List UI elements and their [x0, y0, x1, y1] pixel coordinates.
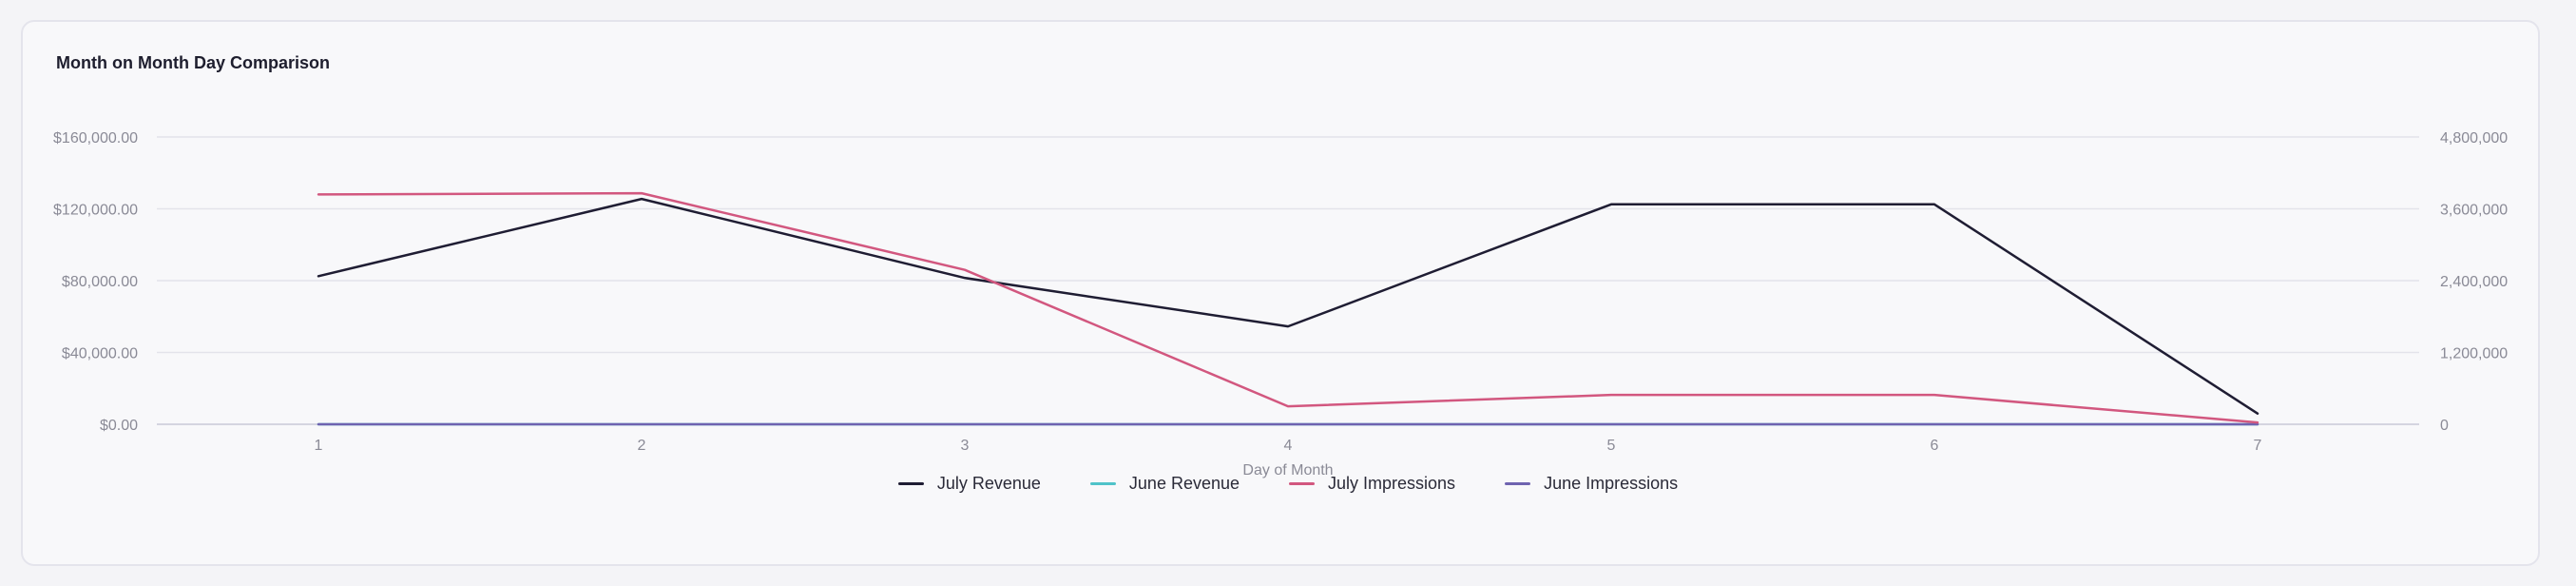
series-line-july-impressions[interactable] [317, 191, 2259, 424]
x-tick-label: 6 [1931, 438, 1939, 454]
right-tick-label: 3,600,000 [2440, 203, 2508, 219]
left-axis-ticks: $0.00 $40,000.00 $80,000.00 $120,000.00 $160… [53, 130, 138, 434]
legend-item-june-revenue[interactable]: June Revenue [1089, 474, 1240, 494]
legend-item-july-impressions[interactable]: July Impressions [1289, 474, 1455, 494]
x-tick-label: 5 [1607, 438, 1616, 454]
chart-title: Month on Month Day Comparison [56, 53, 330, 72]
series-lines [317, 191, 2259, 426]
legend-label: June Impressions [1544, 474, 1679, 493]
legend-label: July Revenue [936, 474, 1041, 493]
left-tick-label: $40,000.00 [62, 346, 138, 362]
x-tick-label: 2 [638, 438, 646, 454]
left-tick-label: $0.00 [100, 418, 138, 434]
right-tick-label: 2,400,000 [2440, 274, 2508, 290]
right-tick-label: 1,200,000 [2440, 346, 2508, 362]
right-tick-label: 0 [2440, 418, 2449, 434]
legend-item-july-revenue[interactable]: July Revenue [897, 474, 1041, 494]
legend-swatch [1505, 482, 1531, 485]
legend-label: June Revenue [1128, 474, 1240, 493]
x-axis-title: Day of Month [1242, 462, 1333, 479]
left-tick-label: $80,000.00 [62, 274, 138, 290]
right-tick-label: 4,800,000 [2440, 130, 2508, 146]
legend-label: July Impressions [1328, 474, 1456, 493]
chart-legend: July Revenue June Revenue July Impressions… [0, 474, 2576, 494]
x-tick-label: 4 [1284, 438, 1293, 454]
left-tick-label: $120,000.00 [53, 203, 138, 219]
left-tick-label: $160,000.00 [53, 130, 138, 146]
x-tick-label: 7 [2254, 438, 2262, 454]
right-axis-ticks: 0 1,200,000 2,400,000 3,600,000 4,800,000 [2440, 130, 2508, 434]
legend-swatch [1089, 482, 1116, 485]
grid-lines [157, 136, 2419, 425]
x-tick-label: 3 [961, 438, 970, 454]
x-tick-label: 1 [315, 438, 323, 454]
series-line-july-revenue[interactable] [317, 197, 2259, 415]
chart-card: Month on Month Day Comparison [21, 20, 2540, 566]
x-axis-ticks: 1 2 3 4 5 6 7 [315, 438, 2262, 454]
legend-item-june-impressions[interactable]: June Impressions [1505, 474, 1678, 494]
legend-swatch [1289, 482, 1316, 485]
legend-swatch [897, 482, 924, 485]
